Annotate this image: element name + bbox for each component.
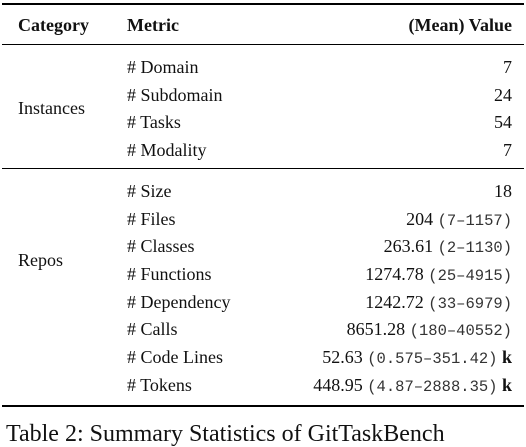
- metric-unit: k: [501, 375, 512, 395]
- metric-label: # Modality: [127, 140, 207, 160]
- header-rule: [2, 44, 524, 45]
- category-label: Repos: [18, 250, 63, 270]
- metric-label: # Dependency: [127, 292, 231, 312]
- table-bottom-rule: [2, 405, 524, 407]
- header-category: Category: [18, 15, 89, 35]
- table-caption: Table 2: Summary Statistics of GitTaskBe…: [6, 421, 445, 447]
- metric-range: (33–6979): [428, 295, 512, 313]
- metric-label: # Tokens: [127, 375, 192, 395]
- header-value: (Mean) Value: [408, 15, 513, 35]
- metric-range: (4.87–2888.35): [367, 378, 498, 396]
- metric-value: 18: [494, 181, 512, 201]
- metric-label: # Size: [127, 181, 172, 201]
- metric-value: 204 (7–1157): [406, 209, 512, 230]
- metric-range: (0.575–351.42): [367, 350, 498, 368]
- category-label: Instances: [18, 98, 85, 118]
- metric-label: # Subdomain: [127, 85, 223, 105]
- group-separator-rule: [2, 168, 524, 169]
- metric-range: (180–40552): [409, 322, 512, 340]
- metric-value: 8651.28 (180–40552): [346, 319, 512, 340]
- metric-label: # Classes: [127, 236, 195, 256]
- metric-label: # Files: [127, 209, 176, 229]
- metric-value: 7: [503, 140, 512, 160]
- metric-value: 54: [494, 112, 512, 132]
- metric-value: 263.61 (2–1130): [383, 236, 512, 257]
- metric-value: 7: [503, 57, 512, 77]
- metric-value: 1242.72 (33–6979): [365, 292, 512, 313]
- table-top-rule: [2, 3, 524, 5]
- metric-label: # Code Lines: [127, 347, 223, 367]
- metric-value: 24: [494, 85, 512, 105]
- metric-range: (2–1130): [437, 239, 512, 257]
- metric-label: # Calls: [127, 319, 178, 339]
- metric-value: 1274.78 (25–4915): [365, 264, 512, 285]
- metric-range: (25–4915): [428, 267, 512, 285]
- metric-label: # Tasks: [127, 112, 181, 132]
- metric-range: (7–1157): [437, 212, 512, 230]
- metric-value: 52.63 (0.575–351.42) k: [322, 347, 512, 368]
- metric-label: # Domain: [127, 57, 199, 77]
- metric-value: 448.95 (4.87–2888.35) k: [313, 375, 512, 396]
- metric-label: # Functions: [127, 264, 212, 284]
- metric-unit: k: [501, 347, 512, 367]
- header-metric: Metric: [127, 15, 179, 35]
